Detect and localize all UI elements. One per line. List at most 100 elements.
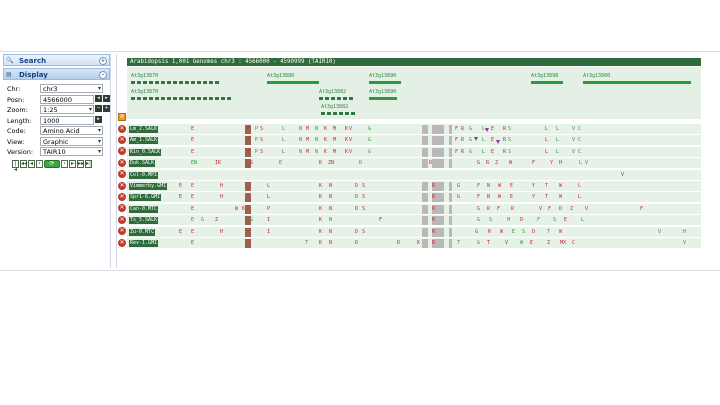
variant-mark[interactable]: G (477, 205, 481, 212)
display-panel-header[interactable]: ▤ Display – (3, 68, 110, 80)
track-name[interactable]: Rev-1.GMI (129, 240, 159, 247)
variant-mark[interactable]: R (488, 228, 492, 235)
variant-mark[interactable]: N (329, 205, 333, 212)
variant-mark[interactable]: V (349, 126, 353, 132)
variant-mark[interactable]: D (355, 194, 359, 201)
variant-mark[interactable]: F (247, 126, 251, 132)
variant-mark[interactable]: K (319, 228, 323, 235)
variant-mark[interactable]: ZN (328, 160, 335, 167)
variant-mark[interactable]: V (572, 148, 576, 155)
track-name[interactable]: Kin_0.SALK (129, 148, 162, 156)
remove-track-icon[interactable]: ✕ (118, 135, 126, 144)
posn-forward-icon[interactable]: ▸ (103, 94, 110, 102)
posn-input[interactable]: 4566000 (40, 94, 94, 104)
variant-mark[interactable]: R (461, 148, 465, 155)
fast-back-icon[interactable]: ◂◂ (20, 160, 28, 168)
variant-mark[interactable]: S (489, 217, 493, 224)
forward-icon[interactable]: ▸ (69, 160, 76, 168)
variant-mark[interactable]: N (329, 217, 333, 224)
variant-mark[interactable]: R (461, 126, 465, 132)
remove-track-icon[interactable]: ✕ (118, 158, 126, 167)
indel-marker-icon[interactable] (474, 137, 478, 141)
variant-mark[interactable]: G (457, 194, 461, 201)
variant-mark[interactable]: W (235, 205, 239, 212)
variant-mark[interactable]: T (547, 228, 551, 235)
variant-mark[interactable]: L (581, 217, 585, 224)
version-select[interactable]: TAIR10 (40, 147, 103, 156)
variant-mark[interactable]: P (255, 148, 259, 155)
variant-mark[interactable]: G (477, 240, 481, 246)
variant-mark[interactable]: L (267, 194, 271, 201)
variant-mark[interactable]: S (362, 228, 366, 235)
remove-track-icon[interactable]: ✕ (118, 192, 126, 201)
search-panel-header[interactable]: 🔍 Search + (3, 54, 110, 66)
variant-mark[interactable]: R (511, 205, 515, 212)
step-back-icon[interactable]: ‹ (36, 160, 43, 168)
variant-mark[interactable]: G (477, 217, 481, 224)
variant-mark[interactable]: F (548, 205, 552, 212)
variant-mark[interactable]: D (559, 205, 563, 212)
variant-mark[interactable]: S (260, 137, 264, 144)
variant-mark[interactable]: E (191, 137, 195, 144)
variant-mark[interactable]: S (553, 217, 557, 224)
variant-mark[interactable]: L (482, 137, 486, 144)
variant-mark[interactable]: F (537, 217, 541, 224)
variant-mark[interactable]: Z (495, 160, 499, 167)
variant-mark[interactable]: H (220, 194, 224, 201)
remove-track-icon[interactable]: ✕ (118, 124, 126, 133)
collapse-icon[interactable]: – (99, 71, 107, 79)
variant-mark[interactable]: H (559, 160, 563, 167)
variant-mark[interactable]: E (191, 183, 195, 189)
variant-mark[interactable]: E (191, 194, 195, 201)
variant-mark[interactable]: E (530, 240, 534, 246)
variant-mark[interactable]: D (520, 217, 524, 224)
variant-mark[interactable]: F (477, 194, 481, 201)
variant-mark[interactable]: R (487, 205, 491, 212)
remove-track-icon[interactable]: ✕ (118, 181, 126, 190)
variant-mark[interactable]: M (306, 137, 310, 144)
variant-mark[interactable]: E (191, 228, 195, 235)
variant-mark[interactable]: R (503, 126, 507, 132)
remove-track-icon[interactable]: ✕ (118, 227, 126, 236)
variant-mark[interactable]: E (191, 126, 195, 132)
variant-mark[interactable]: T (487, 240, 491, 246)
variant-mark[interactable]: L (545, 137, 549, 144)
variant-mark[interactable]: W (520, 240, 524, 246)
variant-mark[interactable]: P (255, 126, 259, 132)
variant-mark[interactable]: L (545, 148, 549, 155)
variant-mark[interactable]: R (429, 160, 433, 167)
step-forward-icon[interactable]: › (61, 160, 68, 168)
variant-mark[interactable]: W (509, 160, 513, 167)
variant-mark[interactable]: N (329, 194, 333, 201)
variant-mark[interactable]: N (315, 148, 319, 155)
variant-mark[interactable]: E (191, 240, 195, 246)
indel-marker-icon[interactable] (485, 128, 489, 132)
variant-mark[interactable]: L (482, 148, 486, 155)
variant-mark[interactable]: V (621, 171, 625, 178)
variant-mark[interactable]: M (306, 126, 310, 132)
variant-mark[interactable]: S (362, 194, 366, 201)
track-name[interactable]: Ts_5.SALK (129, 217, 159, 225)
variant-mark[interactable]: L (556, 148, 560, 155)
variant-mark[interactable]: V (572, 137, 576, 144)
variant-mark[interactable]: F (455, 148, 459, 155)
variant-mark[interactable]: L (578, 194, 582, 201)
variant-mark[interactable]: R (503, 137, 507, 144)
variant-mark[interactable]: N (487, 183, 491, 189)
variant-mark[interactable]: C (572, 240, 576, 246)
variant-mark[interactable]: R (503, 148, 507, 155)
variant-mark[interactable]: K (319, 217, 323, 224)
track-name[interactable]: Am_1.SALK (129, 137, 159, 145)
variant-mark[interactable]: Z (547, 240, 551, 246)
variant-mark[interactable]: S (260, 126, 264, 132)
variant-mark[interactable]: V (683, 240, 687, 246)
variant-mark[interactable]: E (512, 228, 516, 235)
variant-mark[interactable]: N (299, 126, 303, 132)
variant-mark[interactable]: L (282, 126, 286, 132)
variant-mark[interactable]: N (487, 194, 491, 201)
variant-mark[interactable]: T (545, 183, 549, 189)
variant-mark[interactable]: I (267, 217, 271, 224)
variant-mark[interactable]: M (333, 148, 337, 155)
variant-mark[interactable]: R (432, 205, 436, 212)
variant-mark[interactable]: K (319, 160, 323, 167)
